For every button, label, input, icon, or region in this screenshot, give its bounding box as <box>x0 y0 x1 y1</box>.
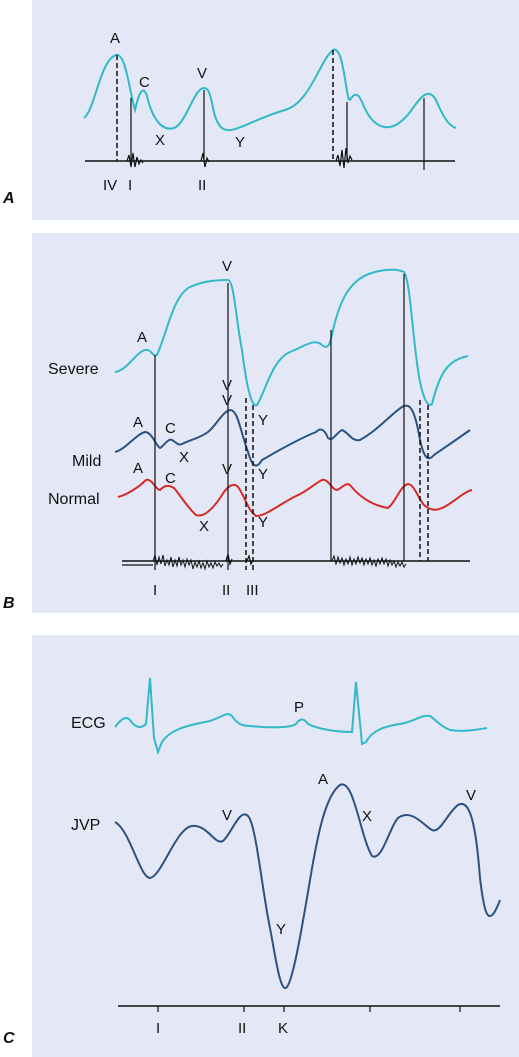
jvp-trace <box>114 783 501 989</box>
a-label-X: X <box>155 132 165 149</box>
panel-c <box>32 635 519 1057</box>
murmur-1 <box>152 553 224 571</box>
a-sound-I: I <box>128 177 132 194</box>
c-jvp-X: X <box>362 808 372 825</box>
murmur-2 <box>331 554 407 569</box>
trace-label-severe: Severe <box>48 361 99 378</box>
panel-c-label: C <box>3 1030 15 1047</box>
b-mild-Y: Y <box>258 466 268 483</box>
b-mild-X: X <box>179 449 189 466</box>
b-severe-Y: Y <box>258 412 268 429</box>
b-sound-I: I <box>153 582 157 599</box>
b-mild-V: V <box>222 392 232 409</box>
b-severe-V2: V <box>222 377 232 394</box>
trace-label-jvp: JVP <box>71 817 100 834</box>
a-label-Y: Y <box>235 134 245 151</box>
a-sound-IV: IV <box>103 177 117 194</box>
normal-trace <box>117 478 473 518</box>
c-jvp-V: V <box>222 807 232 824</box>
b-normal-X: X <box>199 518 209 535</box>
b-mild-C: C <box>165 420 176 437</box>
c-sound-K: K <box>278 1020 288 1037</box>
ecg-trace <box>114 677 488 756</box>
b-severe-A: A <box>137 329 147 346</box>
c-jvp-Y: Y <box>276 921 286 938</box>
b-mild-A: A <box>133 414 143 431</box>
panel-a-label: A <box>3 190 15 207</box>
a-sound-II: II <box>198 177 206 194</box>
b-sound-III: III <box>246 582 259 599</box>
mild-trace <box>114 404 471 467</box>
c-jvp-A: A <box>318 771 328 788</box>
trace-label-normal: Normal <box>48 491 100 508</box>
a-label-V: V <box>197 65 207 82</box>
panel-a-diagram: A C X V Y IV I II <box>83 30 457 194</box>
panel-b <box>32 233 519 613</box>
a-label-C: C <box>139 74 150 91</box>
c-sound-I: I <box>156 1020 160 1037</box>
b-severe-V: V <box>222 258 232 275</box>
panel-b-label: B <box>3 595 15 612</box>
c-sound-II: II <box>238 1020 246 1037</box>
panel-a <box>32 0 519 220</box>
trace-label-ecg: ECG <box>71 715 106 732</box>
c-ecg-P: P <box>294 699 304 716</box>
panel-b-diagram: Severe Mild Normal A V V Y A C X V Y A C… <box>48 258 473 599</box>
b-normal-A: A <box>133 460 143 477</box>
panel-c-diagram: ECG JVP P V A X V Y I II K <box>71 677 501 1037</box>
b-normal-Y: Y <box>258 514 268 531</box>
b-sound-II: II <box>222 582 230 599</box>
severe-trace <box>114 268 469 407</box>
b-normal-C: C <box>165 470 176 487</box>
c-jvp-V2: V <box>466 787 476 804</box>
b-normal-V: V <box>222 461 232 478</box>
panel-a-wave <box>83 48 457 132</box>
a-label-A: A <box>110 30 120 47</box>
trace-label-mild: Mild <box>72 453 101 470</box>
